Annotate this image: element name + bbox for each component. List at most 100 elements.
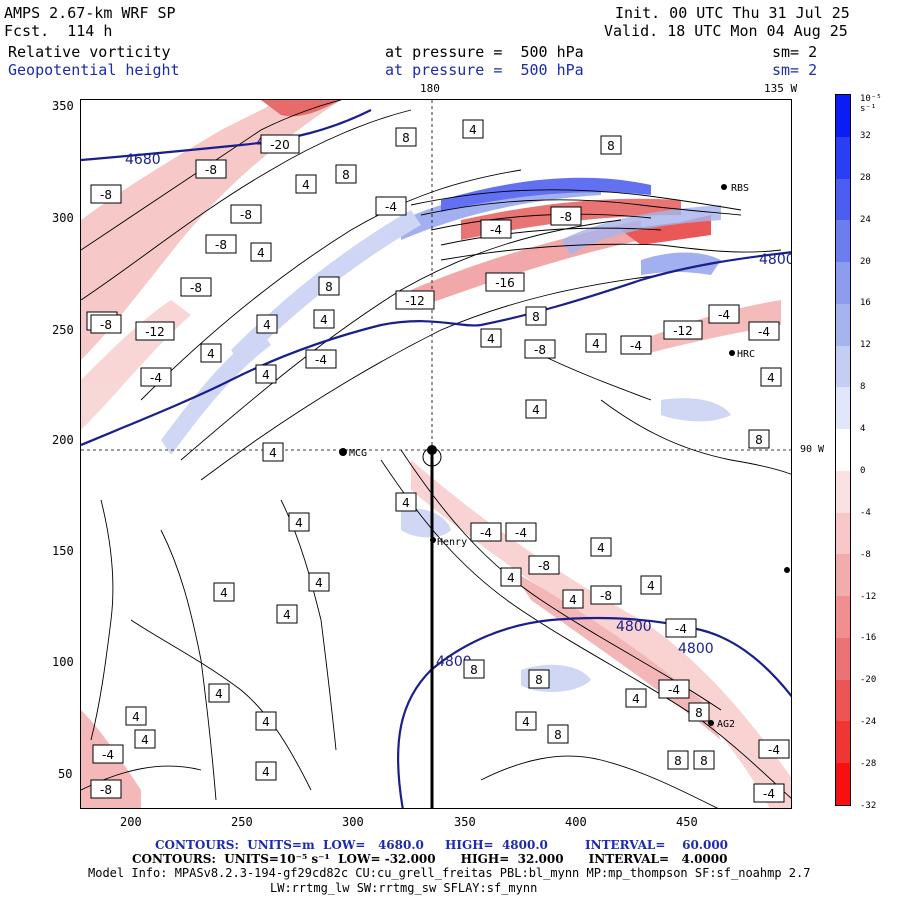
- colorbar-swatch: [836, 554, 850, 597]
- height-contours: [81, 109, 791, 808]
- svg-text:-4: -4: [675, 622, 687, 636]
- colorbar-tick-label: -12: [860, 591, 877, 602]
- svg-text:8: 8: [342, 168, 350, 182]
- vort-box: -4: [658, 679, 690, 699]
- colorbar-tick-label: -32: [860, 801, 877, 811]
- vort-box: 8: [693, 750, 715, 770]
- vort-box: -4: [753, 783, 785, 803]
- svg-text:8: 8: [554, 728, 562, 742]
- vort-box: -4: [305, 349, 337, 369]
- smoothing2-label: sm= 2: [772, 61, 818, 79]
- svg-text:-4: -4: [763, 787, 775, 801]
- svg-text:-8: -8: [100, 188, 112, 202]
- y-tick: 350: [52, 99, 74, 113]
- forecast-hour: Fcst. 114 h: [4, 22, 113, 40]
- height-label: 4800: [436, 654, 472, 670]
- y-tick: 150: [52, 544, 74, 558]
- footer-height-contours: CONTOURS: UNITS=m LOW= 4680.0: [155, 838, 424, 852]
- station-mcg-dot: [339, 448, 347, 456]
- svg-text:-8: -8: [240, 208, 252, 222]
- map-canvas: MCG Henry RBS HRC AG2 4680 4680 4800 480…: [81, 100, 791, 808]
- svg-text:4: 4: [320, 313, 328, 327]
- svg-text:4: 4: [263, 318, 271, 332]
- svg-text:4: 4: [507, 571, 515, 585]
- svg-text:4: 4: [647, 579, 655, 593]
- vort-box: 4: [125, 706, 147, 726]
- colorbar-tick-label: 32: [860, 130, 871, 141]
- x-tick: 350: [454, 815, 476, 829]
- vort-box: 4: [562, 589, 584, 609]
- colorbar-swatch: [836, 596, 850, 638]
- colorbar-swatch: [836, 470, 850, 513]
- svg-text:-4: -4: [490, 223, 502, 237]
- vort-box: 4: [480, 328, 502, 348]
- vort-box: -8: [90, 314, 122, 334]
- svg-text:-8: -8: [560, 210, 572, 224]
- svg-text:4: 4: [522, 715, 530, 729]
- vort-box: -4: [620, 335, 652, 355]
- vorticity-value-labels: 4 4 8 4 8 8 -4 -4 -8 -8 -8 -8 -8 -8 -8 -…: [86, 119, 790, 803]
- vort-box: 8: [547, 724, 569, 744]
- svg-text:4: 4: [257, 246, 265, 260]
- svg-text:4: 4: [295, 516, 303, 530]
- vort-box: 8: [688, 702, 710, 722]
- svg-text:-12: -12: [405, 294, 425, 308]
- vort-box: 8: [667, 750, 689, 770]
- height-label: 4680: [125, 152, 161, 168]
- vort-box: 8: [463, 659, 485, 679]
- svg-text:4: 4: [262, 368, 270, 382]
- footer-model-info-2: LW:rrtmg_lw SW:rrtmg_sw SFLAY:sf_mynn: [270, 881, 538, 895]
- colorbar-swatch: [836, 679, 850, 722]
- svg-text:-8: -8: [534, 343, 546, 357]
- colorbar-tick-label: 28: [860, 172, 871, 183]
- svg-text:-8: -8: [600, 589, 612, 603]
- station-rbs-dot: [721, 184, 727, 190]
- svg-text:-4: -4: [315, 353, 327, 367]
- svg-text:4: 4: [402, 496, 410, 510]
- svg-text:4: 4: [141, 733, 149, 747]
- vort-box: 4: [276, 604, 298, 624]
- colorbar-tick-label: 4: [860, 424, 866, 435]
- footer-vorticity-contours: CONTOURS: UNITS=10⁻⁵ s⁻¹ LOW= -32.000 HI…: [132, 852, 728, 866]
- svg-text:4: 4: [132, 710, 140, 724]
- svg-text:4: 4: [269, 446, 277, 460]
- vort-box: -8: [550, 206, 582, 226]
- svg-text:8: 8: [470, 663, 478, 677]
- svg-text:4: 4: [632, 692, 640, 706]
- model-title: AMPS 2.67-km WRF SP: [4, 4, 176, 22]
- y-tick: 200: [52, 433, 74, 447]
- vort-box: -8: [90, 184, 122, 204]
- y-tick: 100: [52, 655, 74, 669]
- colorbar-unit: 10⁻⁵ s⁻¹: [860, 94, 882, 114]
- station-hrc-label: HRC: [737, 349, 755, 360]
- colorbar-swatch: [836, 345, 850, 388]
- svg-text:4: 4: [283, 608, 291, 622]
- svg-text:-4: -4: [385, 200, 397, 214]
- vort-box: 8: [525, 306, 547, 326]
- pressure2-label: at pressure = 500 hPa: [385, 61, 584, 79]
- vort-box: -4: [470, 522, 502, 542]
- vort-box: 4: [640, 575, 662, 595]
- vort-box: 4: [134, 729, 156, 749]
- smoothing1-label: sm= 2: [772, 43, 818, 61]
- vort-box: -16: [485, 272, 525, 292]
- vort-box: -20: [260, 134, 300, 154]
- svg-text:-8: -8: [538, 559, 550, 573]
- colorbar-swatch: [836, 387, 850, 430]
- vort-box: 4: [585, 333, 607, 353]
- svg-text:-4: -4: [480, 526, 492, 540]
- footer-model-info: Model Info: MPASv8.2.3-194-gf29cd82c CU:…: [88, 866, 811, 880]
- colorbar-tick-label: 20: [860, 256, 871, 267]
- vort-box: -12: [395, 290, 435, 310]
- svg-text:8: 8: [325, 280, 333, 294]
- station-hrc-dot: [729, 350, 735, 356]
- vort-box: 4: [625, 688, 647, 708]
- x-tick: 200: [120, 815, 142, 829]
- vort-box: -4: [480, 219, 512, 239]
- svg-text:-12: -12: [673, 324, 693, 338]
- station-henry-dot: [430, 537, 436, 543]
- svg-text:-4: -4: [758, 325, 770, 339]
- colorbar-swatch: [836, 429, 850, 471]
- station-mcg-label: MCG: [349, 448, 367, 459]
- svg-text:4: 4: [302, 178, 310, 192]
